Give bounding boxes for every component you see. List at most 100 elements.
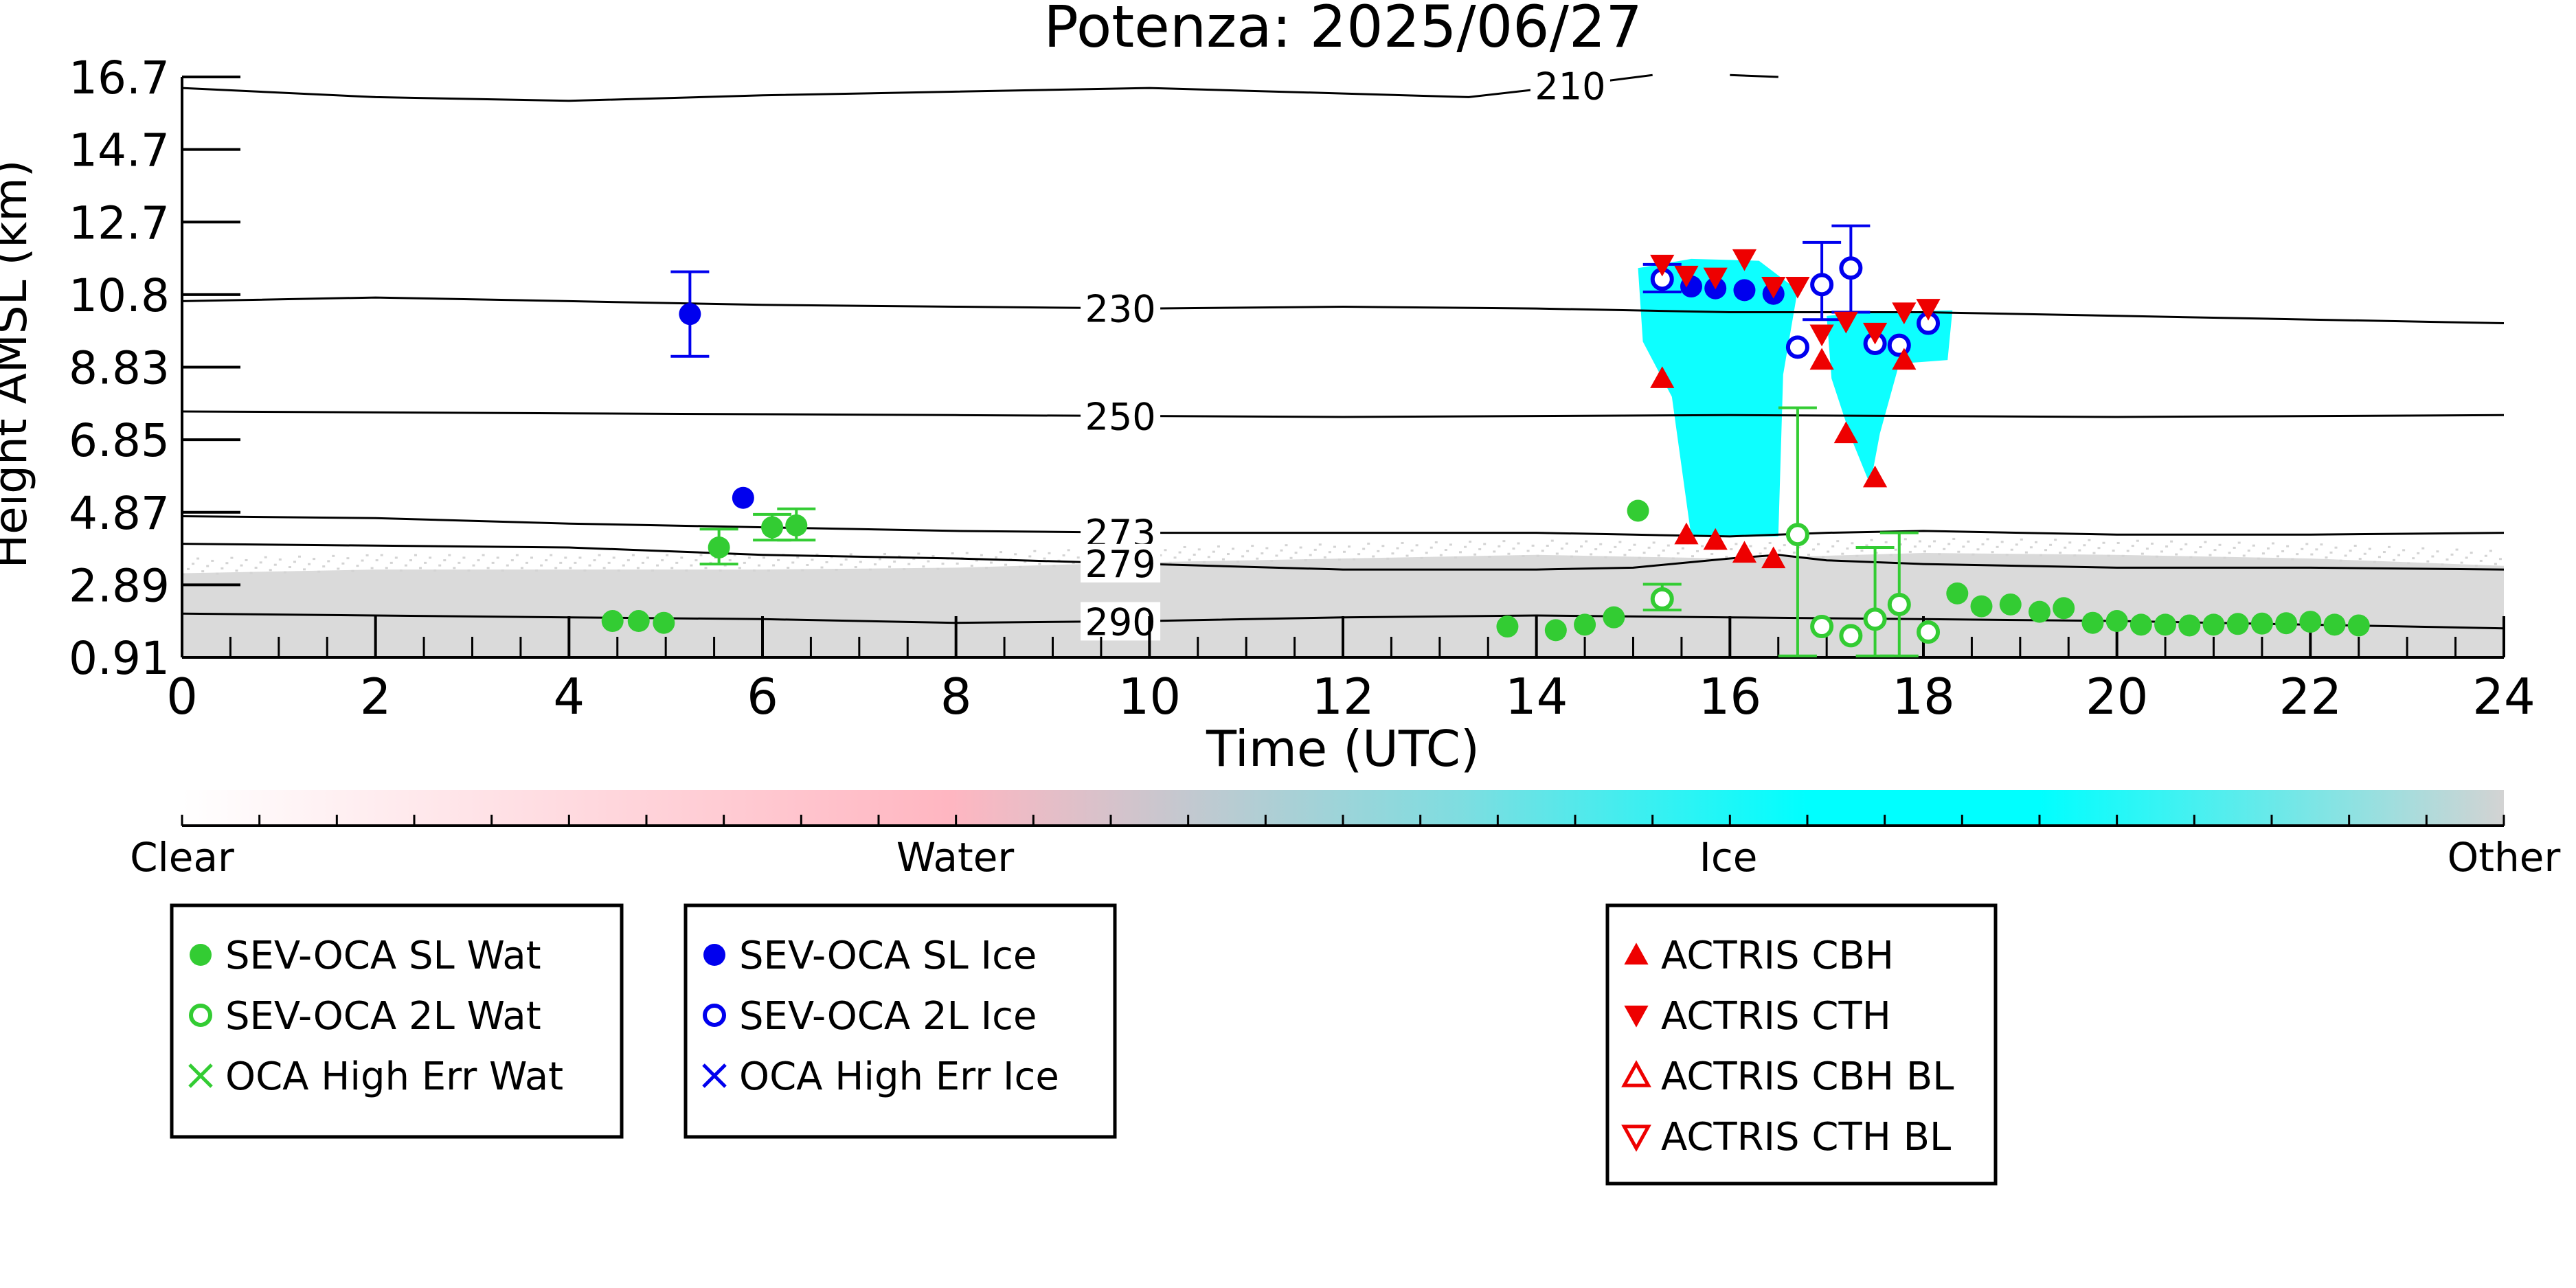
other-class-speckle — [2431, 555, 2434, 558]
other-class-speckle — [370, 567, 374, 569]
legend-label-oca-high-err-wat: OCA High Err Wat — [225, 1054, 563, 1099]
other-class-speckle — [1048, 552, 1051, 554]
other-class-speckle — [341, 562, 345, 565]
other-class-speckle — [545, 559, 548, 562]
other-class-speckle — [1362, 547, 1366, 550]
other-class-speckle — [317, 570, 321, 573]
other-class-speckle — [380, 554, 383, 556]
other-class-speckle — [835, 569, 838, 572]
colorbar-label-other: Other — [2448, 834, 2561, 881]
other-class-speckle — [941, 563, 945, 565]
other-class-speckle — [1014, 553, 1017, 556]
other-class-speckle — [2040, 554, 2042, 556]
other-class-speckle — [2083, 544, 2086, 547]
other-class-speckle — [1217, 545, 1220, 548]
other-class-speckle — [670, 567, 674, 569]
other-class-speckle — [607, 561, 611, 564]
other-class-speckle — [443, 559, 447, 562]
other-class-speckle — [1512, 547, 1515, 550]
other-class-speckle — [2412, 557, 2415, 560]
data-point — [1733, 279, 1756, 302]
other-class-speckle — [2257, 557, 2260, 560]
other-class-speckle — [2479, 559, 2483, 562]
data-point — [653, 611, 675, 634]
colorbar: Clear Water Ice Other — [130, 790, 2560, 881]
data-point — [1674, 522, 1699, 545]
x-tick-label: 8 — [940, 668, 972, 725]
other-class-speckle — [1348, 545, 1351, 548]
other-class-speckle — [2334, 546, 2338, 549]
other-class-speckle — [1405, 554, 1409, 557]
other-class-speckle — [1585, 540, 1588, 543]
other-class-speckle — [2474, 565, 2478, 567]
other-class-speckle — [2315, 548, 2318, 551]
other-class-speckle — [1918, 540, 1921, 543]
other-class-speckle — [1043, 557, 1046, 560]
other-class-speckle — [394, 556, 398, 559]
data-point — [1970, 595, 1993, 618]
other-class-speckle — [1275, 554, 1278, 557]
other-class-speckle — [907, 563, 911, 565]
other-class-speckle — [1033, 550, 1037, 552]
other-class-speckle — [206, 565, 210, 567]
other-class-speckle — [375, 559, 379, 562]
other-class-speckle — [1526, 550, 1530, 552]
other-class-speckle — [1430, 546, 1433, 549]
other-class-speckle — [2020, 538, 2023, 541]
other-class-speckle — [554, 567, 558, 569]
other-class-speckle — [385, 567, 388, 569]
other-class-speckle — [1996, 545, 1999, 548]
other-class-speckle — [1270, 560, 1274, 563]
other-class-speckle — [2291, 558, 2294, 561]
other-class-speckle — [1976, 548, 1980, 551]
other-class-speckle — [2140, 552, 2144, 555]
other-class-speckle — [225, 562, 229, 565]
other-class-speckle — [278, 558, 282, 561]
other-class-speckle — [666, 554, 669, 556]
other-class-speckle — [2034, 541, 2037, 543]
data-series — [601, 224, 2370, 657]
other-class-speckle — [1536, 554, 1539, 557]
data-point — [2154, 613, 2177, 636]
other-class-speckle — [1410, 549, 1414, 552]
x-tick-label: 12 — [1311, 668, 1375, 725]
other-class-speckle — [1836, 540, 1840, 543]
other-class-speckle — [1792, 551, 1796, 554]
other-class-speckle — [1971, 553, 1975, 556]
other-class-speckle — [332, 554, 335, 557]
data-point — [1761, 546, 1786, 569]
contour-line-230 — [181, 296, 2505, 324]
x-tick-label: 24 — [2472, 668, 2535, 725]
other-class-speckle — [1425, 552, 1428, 554]
other-class-speckle — [1590, 553, 1593, 556]
other-class-speckle — [2320, 543, 2323, 546]
other-class-speckle — [2204, 541, 2207, 543]
other-class-speckle — [1938, 553, 1941, 556]
other-class-speckle — [433, 569, 437, 572]
other-class-speckle — [1908, 550, 1912, 553]
other-class-speckle — [550, 554, 553, 556]
contour-label-bg — [1081, 543, 1161, 583]
other-class-speckle — [2078, 549, 2081, 552]
contour-label: 230 — [1085, 288, 1156, 331]
data-point — [1544, 619, 1567, 642]
other-class-speckle — [482, 554, 485, 556]
other-class-speckle — [1256, 557, 1259, 560]
data-point — [2323, 613, 2346, 636]
other-class-speckle — [298, 555, 301, 558]
other-class-speckle — [767, 569, 771, 572]
other-class-speckle — [2233, 546, 2236, 549]
data-point — [1999, 593, 2022, 615]
legend-frame — [683, 903, 1117, 1139]
other-class-speckle — [1067, 549, 1070, 552]
other-class-speckle — [1860, 550, 1864, 552]
data-point — [785, 514, 808, 536]
other-class-speckle — [1246, 550, 1250, 552]
other-class-speckle — [2363, 552, 2366, 555]
other-class-speckle — [1493, 550, 1496, 553]
other-class-speckle — [1671, 557, 1675, 560]
other-class-speckle — [980, 554, 983, 556]
series-actris-cth — [1650, 249, 1941, 347]
data-point — [601, 610, 624, 633]
other-class-speckle — [723, 564, 727, 567]
